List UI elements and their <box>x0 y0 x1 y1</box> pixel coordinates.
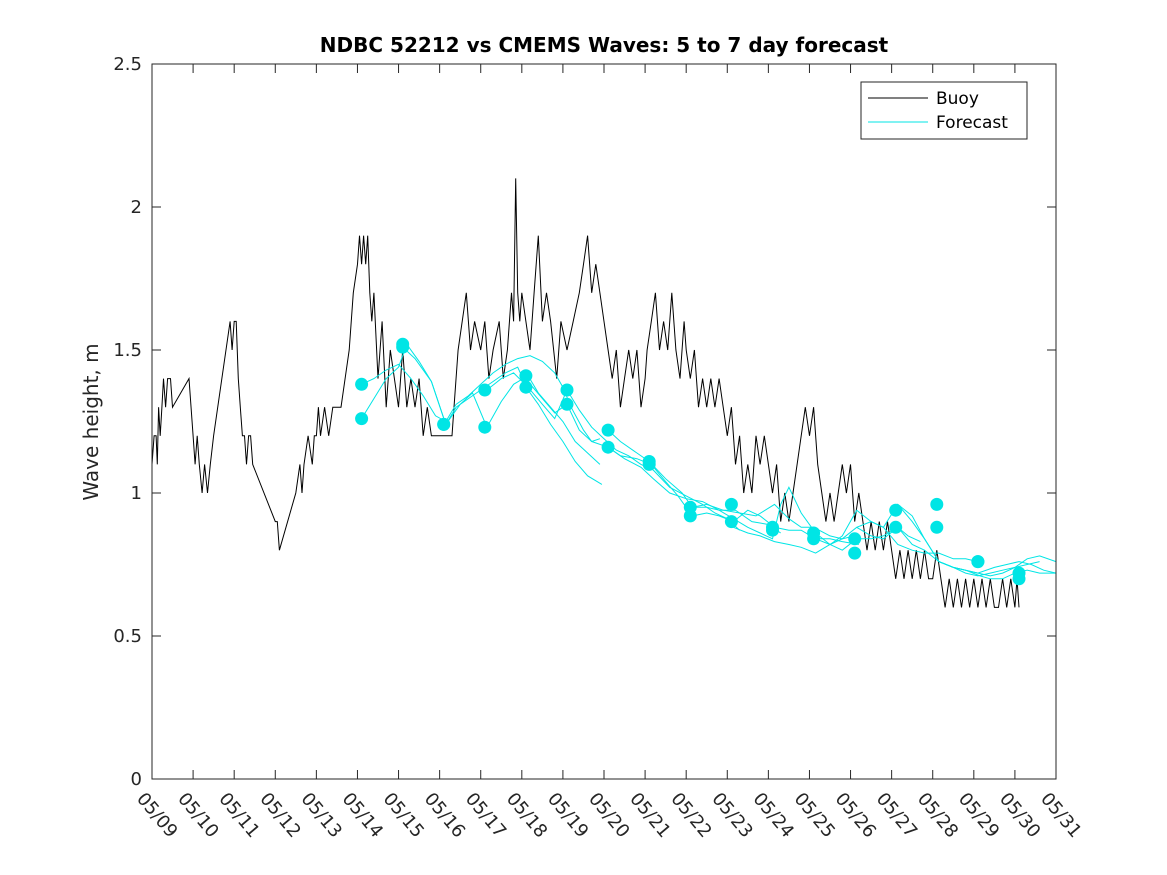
forecast-marker <box>848 546 862 560</box>
forecast-marker <box>930 497 944 511</box>
y-tick-label: 0.5 <box>113 626 142 647</box>
forecast-marker <box>396 340 410 354</box>
forecast-run-line-1 <box>361 355 601 443</box>
legend-buoy-label: Buoy <box>936 89 979 109</box>
y-tick-label: 0 <box>131 769 142 790</box>
forecast-run-line-13 <box>938 561 1056 580</box>
y-axis-label: Wave height, m <box>79 343 103 500</box>
plot-layer <box>151 178 1057 608</box>
chart-title: NDBC 52212 vs CMEMS Waves: 5 to 7 day fo… <box>320 33 889 57</box>
forecast-marker <box>930 520 944 534</box>
forecast-run-line-12 <box>897 504 1057 577</box>
legend-forecast-label: Forecast <box>936 113 1008 133</box>
forecast-marker <box>519 369 533 383</box>
forecast-marker <box>971 555 985 569</box>
legend: Buoy Forecast <box>860 81 1028 140</box>
forecast-marker <box>848 532 862 546</box>
forecast-marker <box>601 440 615 454</box>
forecast-marker <box>437 417 451 431</box>
forecast-run-line-3 <box>402 346 601 465</box>
forecast-marker <box>889 503 903 517</box>
forecast-marker <box>601 423 615 437</box>
forecast-marker <box>560 397 574 411</box>
plot-area <box>152 64 1056 779</box>
y-tick-label: 1 <box>131 483 142 504</box>
legend-box <box>860 81 1028 140</box>
forecast-marker <box>355 377 369 391</box>
forecast-marker <box>889 520 903 534</box>
forecast-marker <box>519 380 533 394</box>
forecast-marker <box>683 509 697 523</box>
y-tick-label: 1.5 <box>113 340 142 361</box>
forecast-marker <box>642 457 656 471</box>
forecast-marker <box>355 412 369 426</box>
y-tick-label: 2 <box>131 197 142 218</box>
forecast-marker <box>560 383 574 397</box>
forecast-marker <box>478 420 492 434</box>
forecast-marker <box>724 497 738 511</box>
forecast-marker <box>766 523 779 537</box>
y-tick-label: 2.5 <box>113 54 142 75</box>
forecast-marker <box>1012 572 1026 586</box>
forecast-marker <box>478 383 492 397</box>
forecast-marker <box>807 532 821 546</box>
forecast-marker <box>724 515 738 529</box>
